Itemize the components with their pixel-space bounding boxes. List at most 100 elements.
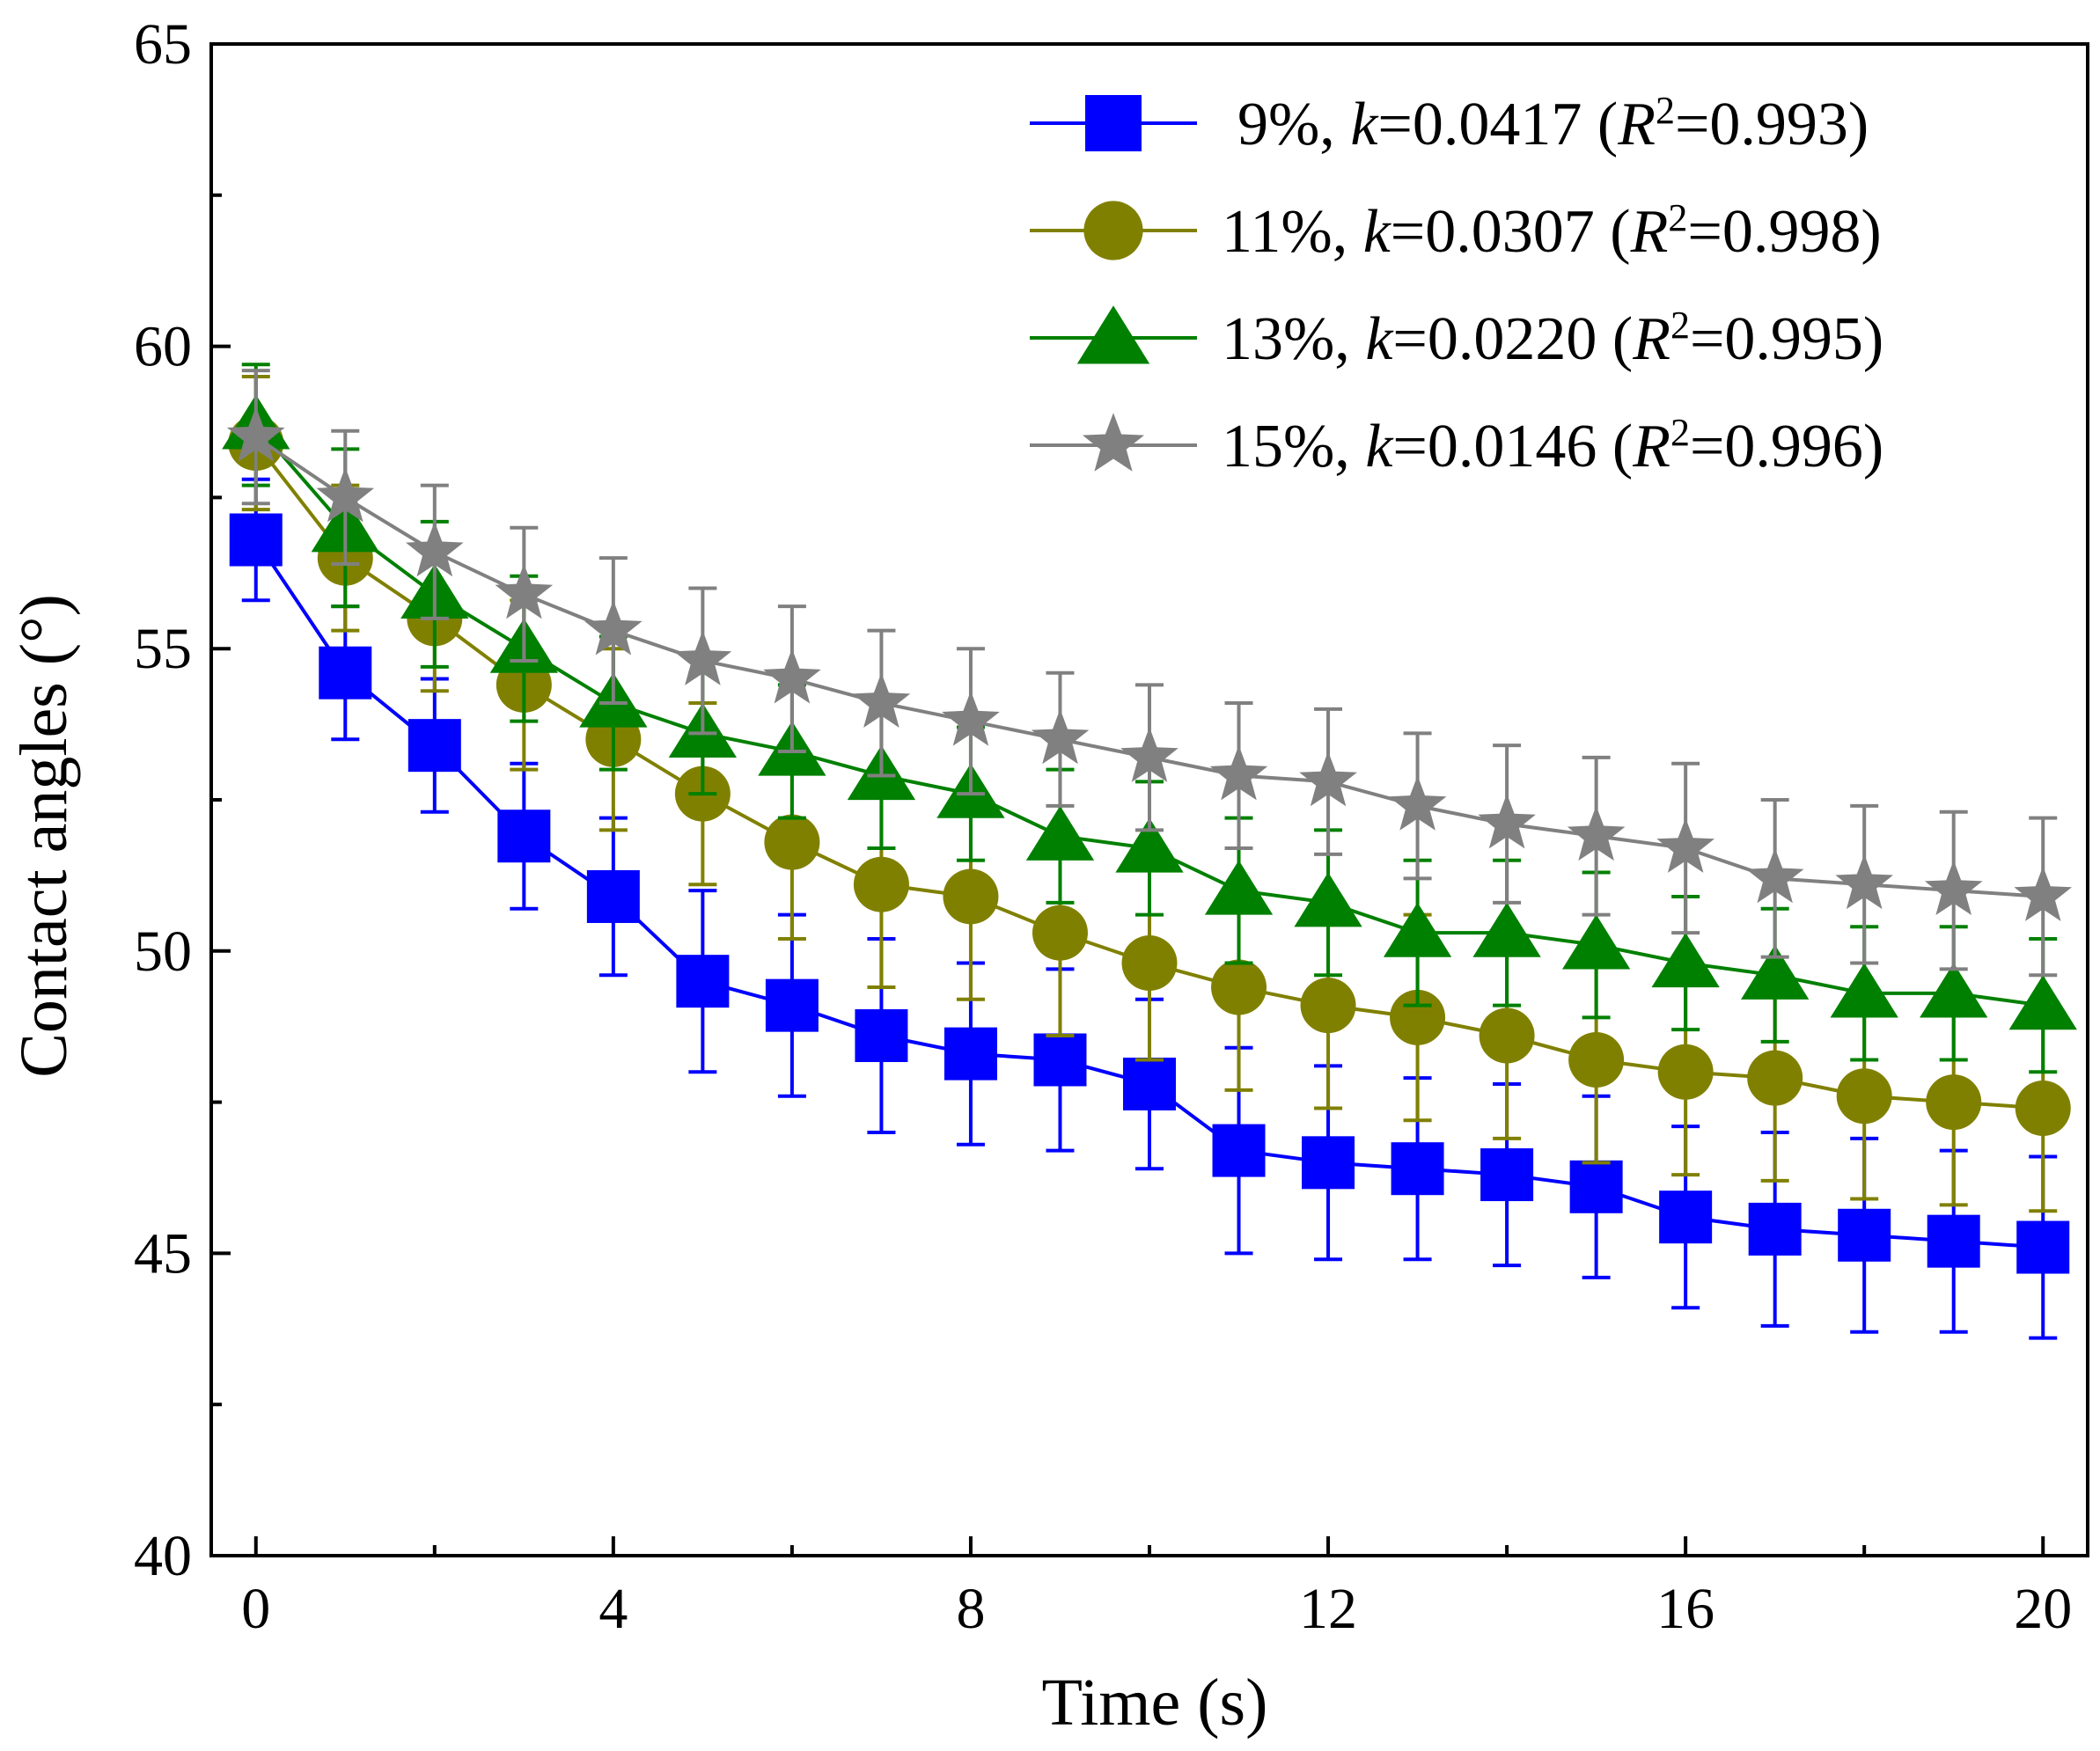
square-marker bbox=[676, 955, 730, 1008]
legend-k-val: =0.0146 ( bbox=[1392, 413, 1633, 480]
legend-r-sup: 2 bbox=[1670, 411, 1690, 454]
star-marker bbox=[852, 672, 911, 728]
square-marker bbox=[944, 1027, 997, 1081]
legend-r-val: =0.995) bbox=[1690, 305, 1883, 373]
star-marker bbox=[1567, 805, 1626, 861]
triangle-marker bbox=[1920, 963, 1988, 1018]
star-marker bbox=[1924, 860, 1983, 915]
triangle-marker bbox=[1025, 805, 1095, 861]
circle-marker bbox=[1211, 959, 1267, 1015]
legend-r-sup: 2 bbox=[1668, 196, 1687, 239]
circle-marker bbox=[764, 814, 820, 870]
square-marker bbox=[1748, 1202, 1802, 1256]
x-axis-ticks: 0 4 8 12 16 20 bbox=[241, 1536, 2072, 1641]
circle-marker bbox=[1568, 1031, 1625, 1088]
star-marker bbox=[1031, 708, 1090, 765]
x-axis-title: Time (s) bbox=[1042, 1666, 1268, 1740]
legend-r-sup: 2 bbox=[1656, 89, 1675, 132]
circle-marker bbox=[1926, 1074, 1982, 1131]
triangle-marker bbox=[1204, 860, 1274, 915]
legend-k-sym: k bbox=[1365, 413, 1394, 480]
circle-marker bbox=[1479, 1007, 1535, 1064]
circle-marker bbox=[2015, 1080, 2071, 1136]
circle-marker bbox=[1747, 1050, 1803, 1106]
legend-k-val: =0.0307 ( bbox=[1391, 198, 1631, 266]
star-marker bbox=[1745, 847, 1804, 904]
y-tick-label: 60 bbox=[134, 315, 192, 379]
circle-marker bbox=[1657, 1044, 1714, 1100]
square-marker bbox=[408, 719, 461, 773]
x-tick-label: 20 bbox=[2014, 1577, 2072, 1641]
y-tick-label: 55 bbox=[134, 617, 192, 681]
series-layer bbox=[222, 363, 2077, 1340]
x-tick-label: 8 bbox=[956, 1577, 985, 1641]
circle-marker bbox=[1032, 905, 1088, 961]
legend-r-sym: R bbox=[1617, 91, 1656, 158]
legend-entry: 13%, k=0.0220 (R2=0.995) bbox=[1030, 304, 1883, 374]
legend-pct: 9%, bbox=[1237, 91, 1350, 158]
star-marker bbox=[1083, 413, 1144, 472]
triangle-marker bbox=[1561, 914, 1631, 970]
triangle-marker bbox=[1294, 872, 1362, 927]
legend-label: 13%, k=0.0220 (R2=0.995) bbox=[1222, 304, 1883, 374]
square-marker bbox=[1838, 1208, 1891, 1262]
triangle-marker bbox=[1076, 305, 1150, 364]
circle-marker bbox=[943, 868, 999, 925]
triangle-marker bbox=[1651, 933, 1720, 988]
star-marker bbox=[1120, 727, 1178, 782]
legend-entry: 15%, k=0.0146 (R2=0.996) bbox=[1030, 411, 1883, 481]
legend-entry: 11%, k=0.0307 (R2=0.998) bbox=[1030, 196, 1882, 267]
legend-k-sym: k bbox=[1350, 91, 1379, 158]
square-marker bbox=[1659, 1191, 1713, 1244]
circle-marker bbox=[1121, 935, 1178, 992]
square-marker bbox=[765, 978, 819, 1032]
star-marker bbox=[1388, 775, 1447, 831]
square-marker bbox=[229, 513, 283, 567]
circle-marker bbox=[853, 856, 909, 912]
star-marker bbox=[2014, 866, 2072, 921]
legend-r-sym: R bbox=[1632, 413, 1670, 480]
star-marker bbox=[1299, 751, 1357, 807]
star-marker bbox=[406, 521, 464, 577]
legend-label: 15%, k=0.0146 (R2=0.996) bbox=[1222, 411, 1883, 481]
triangle-marker bbox=[1115, 817, 1184, 873]
star-marker bbox=[1478, 794, 1536, 849]
square-marker bbox=[2016, 1220, 2070, 1274]
circle-marker bbox=[1083, 201, 1143, 260]
legend-k-val: =0.0220 ( bbox=[1392, 305, 1633, 373]
square-marker bbox=[1123, 1057, 1176, 1110]
triangle-marker bbox=[1741, 944, 1810, 1000]
y-tick-label: 40 bbox=[134, 1524, 192, 1588]
legend-r-sup: 2 bbox=[1670, 304, 1690, 347]
legend-r-val: =0.996) bbox=[1690, 413, 1883, 480]
legend-k-sym: k bbox=[1365, 305, 1394, 373]
square-marker bbox=[1480, 1148, 1534, 1202]
legend-k-val: =0.0417 ( bbox=[1377, 91, 1618, 158]
square-marker bbox=[1033, 1033, 1087, 1087]
square-marker bbox=[1927, 1214, 1980, 1268]
legend-label: 9%, k=0.0417 (R2=0.993) bbox=[1237, 89, 1869, 159]
square-marker bbox=[1569, 1160, 1623, 1213]
square-marker bbox=[586, 869, 640, 923]
star-marker bbox=[227, 407, 285, 462]
legend-k-sym: k bbox=[1363, 198, 1392, 266]
legend-label: 11%, k=0.0307 (R2=0.998) bbox=[1222, 196, 1882, 267]
circle-marker bbox=[1300, 978, 1356, 1034]
x-tick-label: 12 bbox=[1299, 1577, 1357, 1641]
legend: 9%, k=0.0417 (R2=0.993) 11%, k=0.0307 (R2… bbox=[1030, 89, 1883, 481]
triangle-marker bbox=[2008, 975, 2077, 1030]
legend-entry: 9%, k=0.0417 (R2=0.993) bbox=[1030, 89, 1869, 159]
series-15pct bbox=[227, 369, 2072, 978]
legend-r-val: =0.998) bbox=[1687, 198, 1881, 266]
y-tick-label: 50 bbox=[134, 919, 192, 984]
series-9pct bbox=[229, 477, 2070, 1340]
square-marker bbox=[1085, 95, 1142, 151]
x-tick-label: 16 bbox=[1656, 1577, 1715, 1641]
legend-r-sym: R bbox=[1630, 198, 1669, 266]
legend-r-sym: R bbox=[1632, 305, 1670, 373]
star-marker bbox=[495, 563, 554, 619]
star-marker bbox=[1209, 745, 1268, 801]
y-tick-label: 45 bbox=[134, 1221, 192, 1286]
star-marker bbox=[1656, 817, 1715, 873]
y-tick-label: 65 bbox=[134, 12, 192, 77]
